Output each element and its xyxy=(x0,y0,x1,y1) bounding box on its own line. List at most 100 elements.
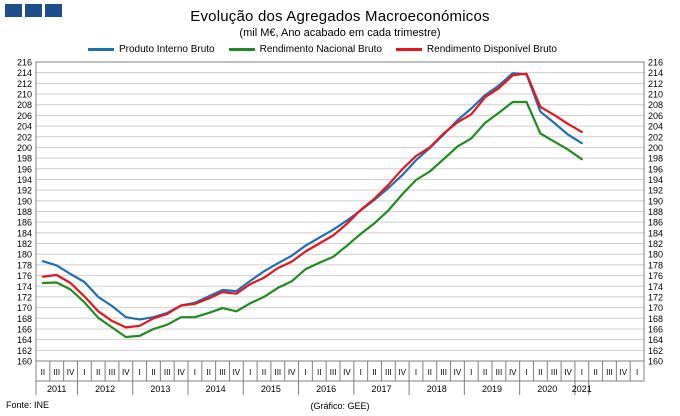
y-tick-label-right: 160 xyxy=(648,357,663,367)
quarter-tick-label: IV xyxy=(619,368,627,377)
series-line-1 xyxy=(41,72,583,321)
y-tick-label-left: 208 xyxy=(17,100,32,110)
quarter-tick-label: IV xyxy=(454,368,462,377)
series-line-3 xyxy=(41,72,583,329)
y-tick-label-right: 190 xyxy=(648,196,663,206)
y-tick-label-left: 204 xyxy=(17,122,32,132)
quarter-tick-label: IV xyxy=(398,368,406,377)
y-tick-label-right: 202 xyxy=(648,132,663,142)
quarter-tick-label: III xyxy=(385,368,392,377)
y-tick-label-left: 194 xyxy=(17,175,32,185)
series-line-2 xyxy=(41,100,583,339)
year-tick-label: 2021 xyxy=(572,384,592,394)
y-tick-label-right: 210 xyxy=(648,90,663,100)
y-tick-label-right: 170 xyxy=(648,303,663,313)
legend-swatch xyxy=(228,48,255,51)
year-tick-label: 2019 xyxy=(482,384,502,394)
quarter-tick-label: I xyxy=(581,368,583,377)
y-tick-label-right: 172 xyxy=(648,292,663,302)
y-tick-label-left: 180 xyxy=(17,250,32,260)
quarter-tick-label: III xyxy=(53,368,60,377)
year-tick-label: 2014 xyxy=(206,384,226,394)
y-tick-label-left: 176 xyxy=(17,271,32,281)
y-tick-label-right: 206 xyxy=(648,111,663,121)
y-tick-label-right: 192 xyxy=(648,186,663,196)
y-tick-label-left: 166 xyxy=(17,324,32,334)
legend-label: Produto Interno Bruto xyxy=(119,44,215,55)
quarter-tick-label: I xyxy=(470,368,472,377)
y-tick-label-right: 182 xyxy=(648,239,663,249)
logo-block-2 xyxy=(25,4,42,17)
quarter-tick-label: I xyxy=(636,368,638,377)
y-tick-label-left: 196 xyxy=(17,164,32,174)
y-tick-label-left: 186 xyxy=(17,218,32,228)
quarter-tick-label: III xyxy=(551,368,558,377)
y-tick-label-right: 200 xyxy=(648,143,663,153)
y-tick-label-left: 172 xyxy=(17,292,32,302)
y-tick-label-right: 168 xyxy=(648,314,663,324)
quarter-tick-label: II xyxy=(593,368,597,377)
y-tick-label-left: 182 xyxy=(17,239,32,249)
chart-subtitle: (mil M€, Ano acabado em cada trimestre) xyxy=(239,27,441,39)
quarter-tick-label: I xyxy=(415,368,417,377)
legend-item-pib: Produto Interno Bruto xyxy=(88,44,215,55)
quarter-tick-label: III xyxy=(496,368,503,377)
y-tick-label-right: 174 xyxy=(648,282,663,292)
quarter-tick-label: I xyxy=(525,368,527,377)
y-tick-label-left: 184 xyxy=(17,228,32,238)
legend-swatch xyxy=(88,48,114,51)
y-tick-label-left: 160 xyxy=(17,357,32,367)
quarter-tick-label: III xyxy=(274,368,281,377)
y-tick-label-left: 168 xyxy=(17,314,32,324)
legend-swatch xyxy=(395,48,422,51)
quarter-tick-label: IV xyxy=(288,368,296,377)
chart-title: Evolução dos Agregados Macroeconómicos xyxy=(190,8,490,25)
quarter-tick-label: III xyxy=(164,368,171,377)
y-tick-label-left: 170 xyxy=(17,303,32,313)
y-tick-label-left: 198 xyxy=(17,154,32,164)
quarter-tick-label: IV xyxy=(233,368,241,377)
y-tick-label-left: 216 xyxy=(17,58,32,68)
legend-item-rdb: Rendimento Disponível Bruto xyxy=(395,44,557,55)
y-tick-label-left: 192 xyxy=(17,186,32,196)
y-tick-label-left: 164 xyxy=(17,335,32,345)
quarter-tick-label: III xyxy=(109,368,116,377)
source-note: Fonte: INE xyxy=(6,400,50,410)
quarter-tick-label: IV xyxy=(343,368,351,377)
quarter-tick-label: II xyxy=(428,368,432,377)
y-tick-label-left: 210 xyxy=(17,90,32,100)
quarter-tick-label: II xyxy=(151,368,155,377)
quarter-tick-label: II xyxy=(317,368,321,377)
quarter-tick-label: IV xyxy=(564,368,572,377)
quarter-tick-label: IV xyxy=(67,368,75,377)
logo-block-1 xyxy=(5,4,22,17)
y-tick-label-right: 176 xyxy=(648,271,663,281)
quarter-tick-label: IV xyxy=(177,368,185,377)
quarter-tick-label: II xyxy=(262,368,266,377)
legend: Produto Interno Bruto Rendimento Naciona… xyxy=(88,44,571,55)
y-tick-label-right: 166 xyxy=(648,324,663,334)
y-tick-label-right: 188 xyxy=(648,207,663,217)
y-tick-label-left: 212 xyxy=(17,79,32,89)
y-tick-label-left: 190 xyxy=(17,196,32,206)
y-tick-label-left: 200 xyxy=(17,143,32,153)
quarter-tick-label: II xyxy=(538,368,542,377)
credit-note: (Gráfico: GEE) xyxy=(310,401,370,411)
quarter-tick-label: III xyxy=(330,368,337,377)
y-tick-label-right: 162 xyxy=(648,346,663,356)
quarter-tick-label: I xyxy=(304,368,306,377)
y-tick-label-left: 162 xyxy=(17,346,32,356)
quarter-tick-label: III xyxy=(219,368,226,377)
y-tick-label-right: 216 xyxy=(648,58,663,68)
y-tick-label-right: 186 xyxy=(648,218,663,228)
year-tick-label: 2018 xyxy=(427,384,447,394)
legend-label: Rendimento Disponível Bruto xyxy=(426,44,557,55)
quarter-tick-label: II xyxy=(372,368,376,377)
y-tick-label-left: 202 xyxy=(17,132,32,142)
legend-item-rnb: Rendimento Nacional Bruto xyxy=(228,44,382,55)
y-tick-label-right: 164 xyxy=(648,335,663,345)
quarter-tick-label: I xyxy=(360,368,362,377)
y-tick-label-right: 208 xyxy=(648,100,663,110)
y-tick-label-right: 198 xyxy=(648,154,663,164)
